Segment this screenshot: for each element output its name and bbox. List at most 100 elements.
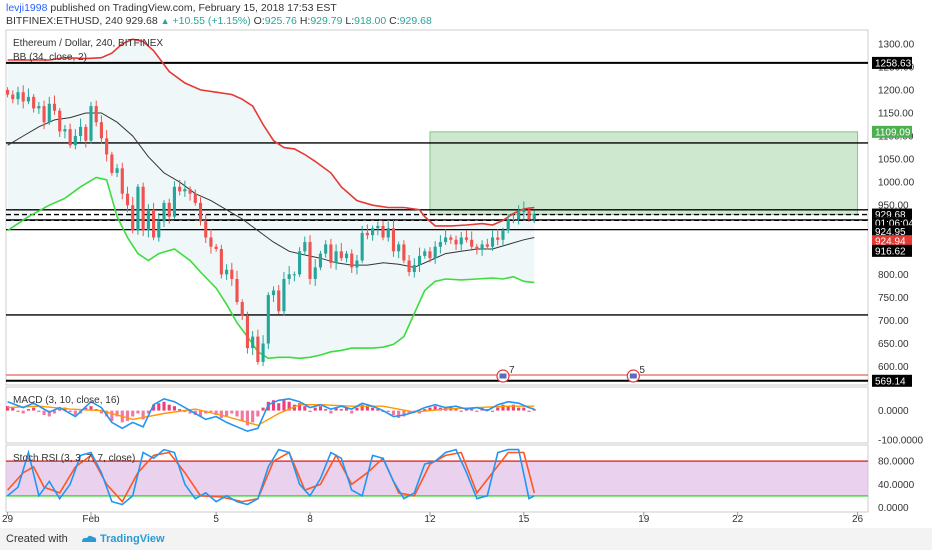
- macd-histogram-bar: [527, 410, 531, 413]
- candle-body: [522, 209, 526, 213]
- macd-histogram-bar: [6, 406, 10, 411]
- candle-body: [193, 193, 197, 203]
- macd-histogram-bar: [334, 407, 338, 411]
- candle-body: [157, 221, 161, 238]
- macd-histogram-bar: [318, 406, 323, 411]
- candle-body: [475, 246, 479, 249]
- macd-histogram-bar: [73, 410, 77, 415]
- price-axis-tick: 1050.00: [878, 155, 915, 166]
- macd-histogram-bar: [496, 407, 500, 411]
- candle-body: [308, 242, 312, 279]
- macd-histogram-bar: [391, 410, 396, 415]
- event-marker-count: 5: [639, 365, 645, 376]
- macd-histogram-bar: [125, 410, 130, 421]
- high-value: 929.79: [310, 15, 343, 27]
- price-axis-tick: 1300.00: [878, 39, 915, 50]
- candle-body: [371, 228, 375, 236]
- price-label-text: 01:06:04: [875, 219, 914, 230]
- price-axis-tick: 1200.00: [878, 85, 915, 96]
- candle-body: [402, 244, 406, 261]
- candle-body: [178, 186, 182, 192]
- chart-header: levji1998 published on TradingView.com, …: [0, 0, 932, 28]
- candle-body: [298, 251, 302, 275]
- low-value: 918.00: [354, 15, 387, 27]
- price-label-text: 1109.09: [875, 127, 911, 138]
- macd-histogram-bar: [162, 401, 166, 411]
- macd-histogram-bar: [339, 409, 343, 411]
- candle-body: [26, 96, 30, 102]
- publish-info: published on TradingView.com, February 1…: [50, 2, 337, 14]
- macd-histogram-bar: [298, 403, 302, 411]
- publish-line: levji1998 published on TradingView.com, …: [6, 2, 337, 14]
- candle-body: [444, 237, 448, 243]
- macd-histogram-bar: [42, 410, 46, 415]
- macd-histogram-bar: [105, 410, 109, 417]
- candle-body: [230, 269, 234, 279]
- candle-body: [438, 242, 442, 247]
- candle-body: [16, 92, 20, 100]
- macd-title: MACD (3, 10, close, 16): [13, 395, 120, 406]
- candle-body: [339, 251, 343, 259]
- macd-histogram-bar: [397, 410, 401, 418]
- candle-body: [68, 129, 72, 146]
- candle-body: [485, 244, 489, 247]
- stoch-d-line: [7, 451, 536, 503]
- candle-body: [251, 336, 255, 349]
- candle-body: [120, 168, 124, 194]
- candle-body: [391, 228, 396, 252]
- candle-body: [292, 274, 296, 276]
- event-marker-count: 7: [509, 365, 515, 376]
- price-label-box: [872, 374, 912, 387]
- macd-histogram-bar: [277, 403, 281, 411]
- stoch-axis-tick: 40.0000: [878, 480, 915, 491]
- macd-histogram-bar: [287, 401, 291, 411]
- time-axis-tick: 22: [732, 514, 744, 525]
- macd-histogram-bar: [214, 410, 218, 415]
- macd-histogram-bar: [256, 410, 260, 417]
- candle-body: [84, 126, 88, 141]
- macd-histogram-bar: [146, 410, 150, 414]
- candle-body: [89, 106, 93, 141]
- macd-histogram-bar: [152, 404, 156, 411]
- candle-body: [511, 219, 515, 221]
- candle-body: [214, 246, 218, 249]
- macd-histogram-bar: [188, 410, 192, 414]
- tradingview-brand[interactable]: TradingView: [100, 533, 165, 545]
- stoch-band-fill: [6, 461, 868, 496]
- candle-body: [313, 267, 317, 279]
- footer-bar: Created with TradingView: [0, 528, 932, 550]
- macd-histogram-bar: [459, 410, 463, 413]
- candle-body: [162, 202, 166, 222]
- macd-histogram-bar: [282, 400, 286, 411]
- macd-histogram-bar: [511, 404, 515, 411]
- candle-body: [360, 232, 364, 261]
- macd-histogram-bar: [115, 410, 119, 417]
- candle-body: [365, 232, 369, 236]
- macd-histogram-bar: [11, 407, 15, 411]
- macd-histogram-bar: [68, 410, 72, 413]
- candle-body: [146, 209, 150, 231]
- macd-histogram-bar: [167, 404, 171, 411]
- candle-body: [73, 136, 77, 146]
- candle-body: [287, 274, 291, 279]
- author-link[interactable]: levji1998: [6, 2, 48, 14]
- macd-histogram-bar: [433, 406, 437, 411]
- macd-histogram-bar: [32, 407, 36, 411]
- macd-histogram-bar: [308, 410, 312, 413]
- candle-body: [115, 168, 119, 173]
- chart-svg[interactable]: 75 1300.001250.001200.001150.001100.0010…: [0, 0, 932, 528]
- candle-body: [110, 154, 114, 173]
- candle-body: [318, 253, 323, 268]
- candle-body: [225, 269, 229, 275]
- time-axis-tick: 19: [638, 514, 650, 525]
- candle-body: [454, 239, 458, 245]
- price-label-text: 1258.63: [875, 58, 912, 69]
- up-arrow-icon: ▲: [160, 16, 170, 26]
- price-axis-tick: 600.00: [878, 362, 909, 373]
- candle-body: [167, 202, 171, 217]
- price-axis-tick: 700.00: [878, 316, 909, 327]
- candle-body: [245, 315, 250, 349]
- stoch-k-line: [7, 448, 535, 506]
- macd-histogram-bar: [475, 410, 479, 413]
- macd-histogram-bar: [532, 409, 536, 411]
